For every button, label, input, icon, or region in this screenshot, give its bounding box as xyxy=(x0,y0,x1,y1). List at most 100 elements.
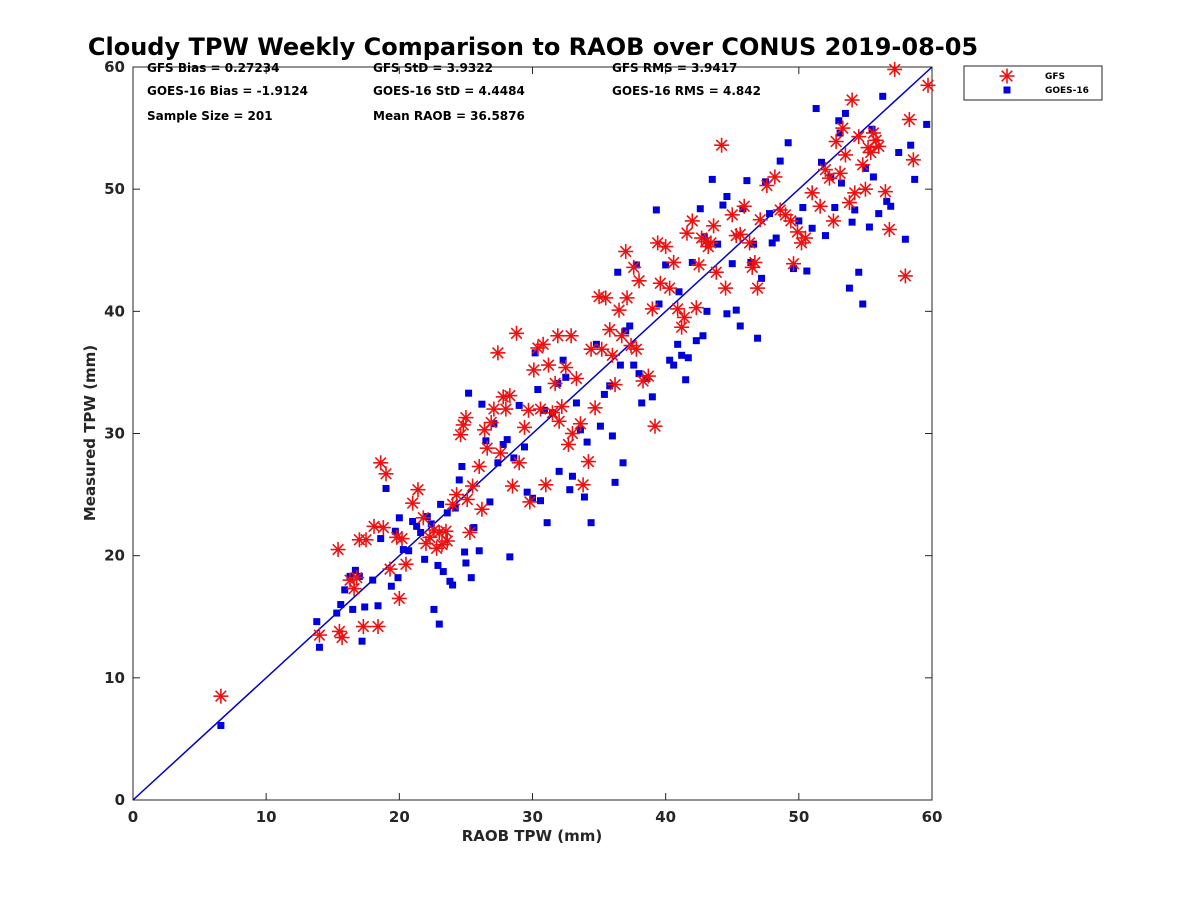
gfs-point xyxy=(670,301,686,317)
y-tick-label: 10 xyxy=(104,669,125,687)
gfs-point xyxy=(462,524,478,540)
goes-16-point xyxy=(662,261,670,269)
goes-16-point xyxy=(413,522,421,530)
gfs-point xyxy=(640,368,656,384)
gfs-point xyxy=(580,454,596,470)
gfs-point xyxy=(631,273,647,289)
gfs-point xyxy=(346,581,362,597)
gfs-point xyxy=(358,532,374,548)
goes-16-point xyxy=(427,520,435,528)
gfs-point xyxy=(458,410,474,426)
goes-16-point xyxy=(600,390,608,398)
gfs-point xyxy=(868,132,884,148)
gfs-point xyxy=(628,341,644,357)
goes-16-point xyxy=(812,105,820,113)
gfs-point xyxy=(855,157,871,173)
gfs-point xyxy=(714,137,730,153)
goes-16-point xyxy=(772,234,780,242)
y-tick-label: 20 xyxy=(104,547,125,565)
gfs-point xyxy=(538,477,554,493)
gfs-point xyxy=(502,388,518,404)
sample-size-stat: Sample Size = 201 xyxy=(147,109,273,123)
goes-16-point xyxy=(719,201,727,209)
goes-16-point xyxy=(736,322,744,330)
gfs-point xyxy=(544,405,560,421)
goes-16-point xyxy=(434,561,442,569)
gfs-point xyxy=(812,198,828,214)
goes-16-point xyxy=(655,300,663,308)
goes-16-point xyxy=(678,351,686,359)
y-tick-label: 50 xyxy=(104,180,125,198)
gfs-point xyxy=(857,181,873,197)
gfs-point xyxy=(847,185,863,201)
gfs-point xyxy=(618,243,634,259)
goes-16-point xyxy=(439,568,447,576)
legend-gfs-label: GFS xyxy=(1045,72,1065,82)
gfs-point xyxy=(572,416,588,432)
goes-16-point xyxy=(374,602,382,610)
gfs-point xyxy=(526,362,542,378)
gfs-std-stat: GFS StD = 3.9322 xyxy=(373,61,493,75)
goes-16-point xyxy=(688,258,696,266)
gfs-point xyxy=(479,440,495,456)
goes-16-point xyxy=(684,354,692,362)
goes-16-point xyxy=(841,109,849,117)
goes-16-point xyxy=(499,440,507,448)
gfs-point xyxy=(832,165,848,181)
goes-16-point xyxy=(682,376,690,384)
gfs-point xyxy=(575,477,591,493)
gfs-point xyxy=(483,415,499,431)
gfs-point xyxy=(509,325,525,341)
goes-16-point xyxy=(837,179,845,187)
goes-16-point xyxy=(369,576,377,584)
goes-16-point xyxy=(875,210,883,218)
gfs-point xyxy=(679,225,695,241)
goes-16-point xyxy=(333,609,341,617)
legend-gfs-asterisk xyxy=(999,68,1015,84)
gfs-point xyxy=(594,341,610,357)
gfs-point xyxy=(405,495,421,511)
goes-16-point xyxy=(699,332,707,340)
gfs-point xyxy=(213,688,229,704)
goes-16-point xyxy=(630,361,638,369)
goes-16-point xyxy=(421,555,429,563)
gfs-point xyxy=(783,213,799,229)
gfs-point xyxy=(732,226,748,242)
gfs-point xyxy=(522,494,538,510)
gfs-point xyxy=(330,542,346,558)
gfs-point xyxy=(558,360,574,376)
gfs-point xyxy=(851,129,867,145)
goes-16-point xyxy=(635,370,643,378)
goes-16-point xyxy=(572,399,580,407)
gfs-point xyxy=(804,185,820,201)
goes-16-point xyxy=(596,422,604,430)
goes-16-point xyxy=(543,519,551,527)
mean-raob-stat: Mean RAOB = 36.5876 xyxy=(373,109,525,123)
goes-16-point xyxy=(768,239,776,247)
goes-16-point xyxy=(868,125,876,133)
gfs-point xyxy=(391,590,407,606)
gfs-point xyxy=(703,235,719,251)
legend-goes-16-marker xyxy=(1003,86,1011,94)
goes-16-point xyxy=(443,509,451,517)
goes-16-point xyxy=(723,310,731,318)
goes-16-point xyxy=(611,478,619,486)
goes-16-point xyxy=(732,306,740,314)
goes-16-point xyxy=(666,356,674,364)
gfs-point xyxy=(349,570,365,586)
goes-16-point xyxy=(430,605,438,613)
goes-16-point xyxy=(568,472,576,480)
gfs-point xyxy=(604,347,620,363)
gfs-point xyxy=(724,207,740,223)
gfs-point xyxy=(786,256,802,272)
goes-16-point xyxy=(845,284,853,292)
goes-16-point xyxy=(555,467,563,475)
gfs-point xyxy=(453,427,469,443)
goes-16-point xyxy=(750,240,758,248)
goes-16-point xyxy=(648,393,656,401)
goes-16-point xyxy=(855,268,863,276)
gfs-point xyxy=(644,301,660,317)
goes-16-point xyxy=(523,488,531,496)
x-tick-label: 20 xyxy=(389,808,410,826)
goes-16-point xyxy=(758,274,766,282)
